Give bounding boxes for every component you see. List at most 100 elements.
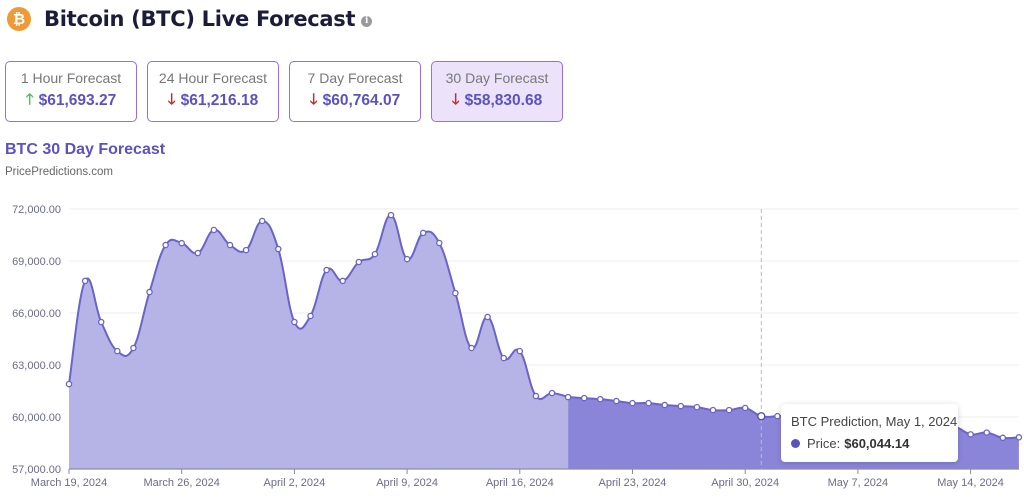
data-point xyxy=(468,344,475,352)
chart-tooltip: BTC Prediction, May 1, 2024 Price: $60,0… xyxy=(781,404,958,462)
data-point xyxy=(387,211,395,219)
page-header: ₿ Bitcoin (BTC) Live Forecast i xyxy=(7,6,373,32)
data-point xyxy=(371,250,379,258)
data-point xyxy=(629,399,636,407)
arrow-down-icon: 🡓 xyxy=(309,90,318,108)
data-point xyxy=(419,229,427,237)
data-point xyxy=(436,239,443,247)
data-point xyxy=(130,344,137,352)
x-tick-label: May 14, 2024 xyxy=(937,477,1004,489)
x-tick-label: April 9, 2024 xyxy=(376,477,438,489)
card-value: 🡓 $60,764.07 xyxy=(310,89,400,114)
card-price: $60,764.07 xyxy=(322,92,401,109)
data-point xyxy=(194,249,202,257)
data-point xyxy=(403,255,411,263)
data-point xyxy=(178,239,185,247)
data-point xyxy=(500,354,507,362)
info-icon[interactable]: i xyxy=(361,15,373,27)
series-dot-icon xyxy=(791,439,800,448)
tooltip-label: Price: xyxy=(807,436,841,451)
data-point xyxy=(307,312,314,320)
card-price: $58,830.68 xyxy=(464,92,543,109)
card-label: 1 Hour Forecast xyxy=(20,69,122,86)
tooltip-row: Price: $60,044.14 xyxy=(791,436,958,451)
y-tick-label: 57,000.00 xyxy=(12,464,61,476)
card-price: $61,216.18 xyxy=(180,92,259,109)
data-point xyxy=(709,406,717,414)
data-point xyxy=(725,406,733,414)
card-value: 🡓 $58,830.68 xyxy=(452,89,542,114)
x-tick-label: March 26, 2024 xyxy=(143,477,219,489)
page-title: Bitcoin (BTC) Live Forecast xyxy=(44,7,356,31)
data-point xyxy=(516,347,524,355)
tooltip-title: BTC Prediction, May 1, 2024 xyxy=(791,414,958,429)
data-point xyxy=(484,313,491,321)
data-point xyxy=(258,217,266,225)
data-point xyxy=(323,266,330,274)
data-point xyxy=(774,412,781,420)
data-point xyxy=(114,347,121,355)
x-axis: March 19, 2024 March 26, 2024 April 2, 202… xyxy=(31,468,1019,489)
data-point xyxy=(291,318,298,326)
forecast-card-24-hour[interactable]: 24 Hour Forecast 🡓 $61,216.18 xyxy=(147,61,279,122)
data-point xyxy=(597,395,604,403)
data-point xyxy=(999,434,1007,442)
card-label: 24 Hour Forecast xyxy=(158,69,268,86)
x-tick-label: May 7, 2024 xyxy=(828,477,889,489)
data-point xyxy=(81,277,89,285)
data-point xyxy=(146,288,153,296)
data-point xyxy=(564,393,572,401)
data-point xyxy=(757,412,766,421)
data-point xyxy=(97,318,105,326)
data-point xyxy=(242,246,250,254)
data-point xyxy=(580,394,588,402)
data-point xyxy=(645,399,652,407)
tooltip-value: $60,044.14 xyxy=(844,436,910,451)
data-point xyxy=(548,389,556,397)
data-point xyxy=(1015,434,1023,441)
chart-title: BTC 30 Day Forecast xyxy=(5,141,166,158)
y-tick-label: 66,000.00 xyxy=(12,308,61,320)
x-tick-label: March 19, 2024 xyxy=(31,477,107,489)
y-tick-label: 60,000.00 xyxy=(12,412,61,424)
bitcoin-logo-icon: ₿ xyxy=(7,7,31,31)
forecast-card-1-hour[interactable]: 1 Hour Forecast 🡑 $61,693.27 xyxy=(5,61,137,122)
card-label: 30 Day Forecast xyxy=(445,69,549,86)
area-historical xyxy=(69,215,569,469)
card-value: 🡑 $61,693.27 xyxy=(26,89,116,114)
x-tick-label: April 30, 2024 xyxy=(711,477,779,489)
card-value: 🡓 $61,216.18 xyxy=(168,89,258,114)
y-axis: 57,000.00 60,000.00 63,000.00 66,000.00 69,0… xyxy=(12,204,61,476)
x-tick-label: April 23, 2024 xyxy=(599,477,667,489)
y-tick-label: 69,000.00 xyxy=(12,256,61,268)
data-point xyxy=(983,429,990,436)
arrow-up-icon: 🡑 xyxy=(25,90,34,108)
y-tick-label: 72,000.00 xyxy=(12,204,61,216)
data-point xyxy=(65,380,73,388)
data-point xyxy=(339,277,346,285)
data-point xyxy=(661,401,668,409)
arrow-down-icon: 🡓 xyxy=(167,90,176,108)
data-point xyxy=(226,241,234,249)
forecast-card-7-day[interactable]: 7 Day Forecast 🡓 $60,764.07 xyxy=(289,61,421,122)
line-historical xyxy=(68,214,569,401)
chart-source: PricePredictions.com xyxy=(5,166,114,178)
x-tick-label: April 2, 2024 xyxy=(264,477,326,489)
data-point xyxy=(162,241,169,249)
data-point xyxy=(355,258,363,266)
x-tick-label: April 16, 2024 xyxy=(486,477,554,489)
data-point xyxy=(677,402,685,410)
data-point xyxy=(967,431,974,438)
forecast-card-30-day[interactable]: 30 Day Forecast 🡓 $58,830.68 xyxy=(431,61,563,122)
data-point xyxy=(613,397,620,405)
data-point xyxy=(275,245,282,253)
data-point xyxy=(532,392,540,400)
data-point xyxy=(741,404,749,412)
data-point xyxy=(693,403,701,411)
data-point xyxy=(452,289,459,297)
forecast-cards: 1 Hour Forecast 🡑 $61,693.27 24 Hour For… xyxy=(5,61,563,122)
data-point xyxy=(210,226,218,234)
y-tick-label: 63,000.00 xyxy=(12,360,61,372)
card-price: $61,693.27 xyxy=(38,92,117,109)
card-label: 7 Day Forecast xyxy=(307,69,403,86)
